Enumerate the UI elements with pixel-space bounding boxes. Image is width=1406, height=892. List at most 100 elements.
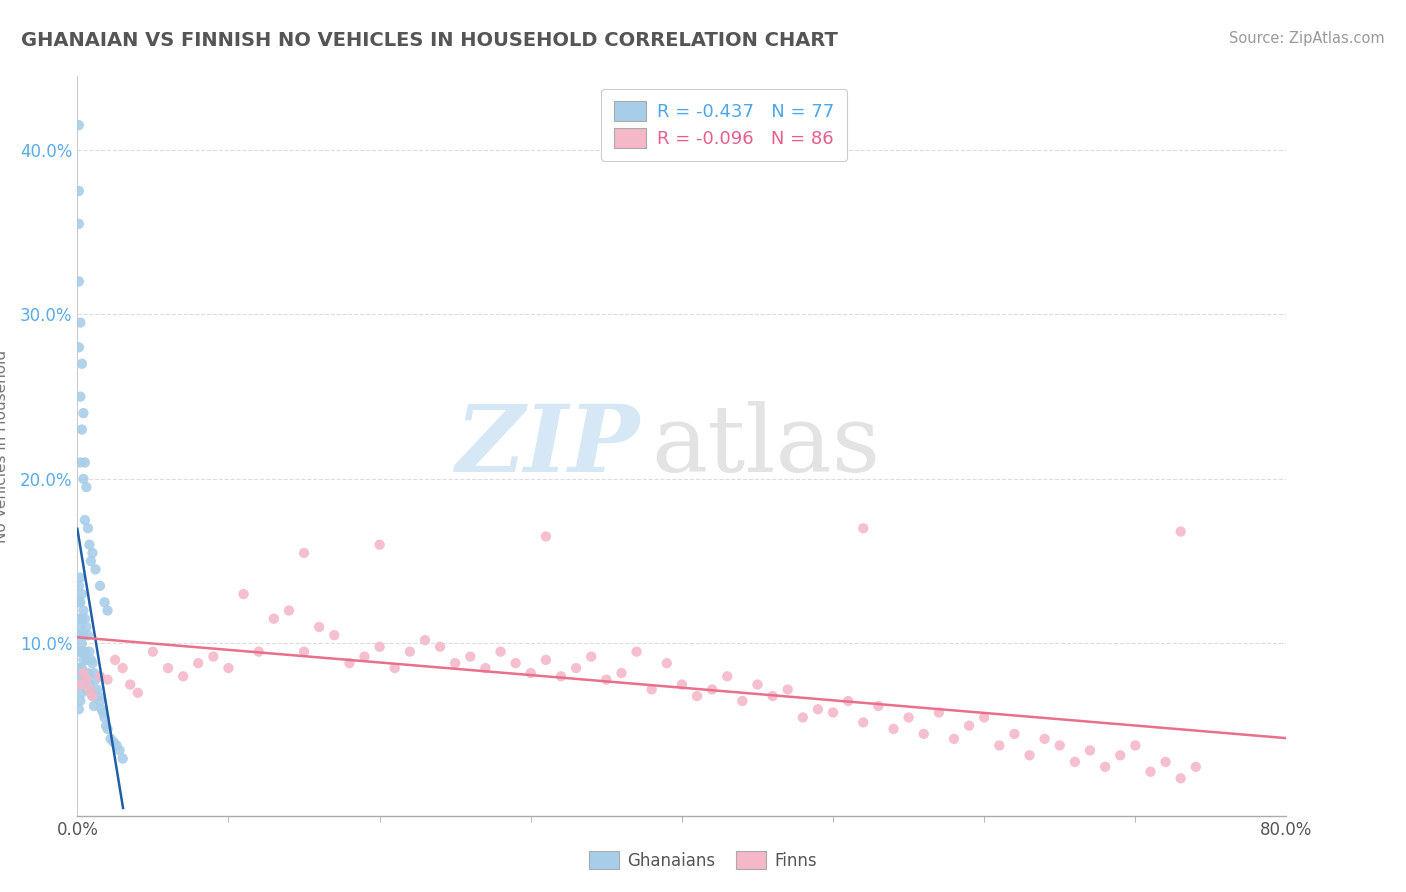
Point xyxy=(1123,739,1146,753)
Point xyxy=(79,645,101,659)
Point xyxy=(127,686,149,700)
Point xyxy=(67,217,90,231)
Point xyxy=(94,719,117,733)
Point xyxy=(1033,731,1056,746)
Point xyxy=(69,677,91,691)
Point xyxy=(671,677,693,691)
Point xyxy=(247,645,270,659)
Point xyxy=(1064,755,1087,769)
Point xyxy=(353,649,375,664)
Point xyxy=(70,357,93,371)
Point xyxy=(111,751,134,765)
Point xyxy=(550,669,572,683)
Point xyxy=(72,666,94,681)
Point xyxy=(75,620,97,634)
Point xyxy=(103,735,125,749)
Point xyxy=(96,603,118,617)
Point xyxy=(82,689,104,703)
Point xyxy=(413,633,436,648)
Point xyxy=(565,661,588,675)
Point xyxy=(77,628,100,642)
Point xyxy=(67,645,90,659)
Point xyxy=(67,661,90,675)
Point xyxy=(202,649,225,664)
Y-axis label: No Vehicles in Household: No Vehicles in Household xyxy=(0,350,8,542)
Point xyxy=(80,554,103,568)
Point xyxy=(67,628,90,642)
Point xyxy=(868,698,890,713)
Point xyxy=(82,656,104,670)
Point xyxy=(73,645,96,659)
Point xyxy=(1094,760,1116,774)
Point xyxy=(399,645,422,659)
Point xyxy=(716,669,738,683)
Point xyxy=(837,694,859,708)
Point xyxy=(67,677,90,691)
Point xyxy=(702,682,724,697)
Text: atlas: atlas xyxy=(652,401,882,491)
Point xyxy=(776,682,799,697)
Point xyxy=(84,562,107,576)
Point xyxy=(821,706,844,720)
Point xyxy=(581,649,603,664)
Point xyxy=(75,673,97,687)
Point xyxy=(1004,727,1026,741)
Text: ZIP: ZIP xyxy=(456,401,640,491)
Point xyxy=(69,620,91,634)
Point xyxy=(429,640,451,654)
Point xyxy=(80,686,103,700)
Point xyxy=(973,710,995,724)
Point xyxy=(444,656,467,670)
Point xyxy=(87,689,110,703)
Point xyxy=(67,275,90,289)
Point xyxy=(69,316,91,330)
Point xyxy=(897,710,920,724)
Point xyxy=(90,702,112,716)
Point xyxy=(534,529,557,543)
Point xyxy=(70,661,93,675)
Point xyxy=(157,661,180,675)
Point xyxy=(89,694,111,708)
Point xyxy=(69,571,91,585)
Point xyxy=(534,653,557,667)
Text: Source: ZipAtlas.com: Source: ZipAtlas.com xyxy=(1229,31,1385,46)
Point xyxy=(988,739,1011,753)
Point xyxy=(108,743,131,757)
Point xyxy=(1049,739,1071,753)
Point xyxy=(79,677,101,691)
Point xyxy=(308,620,330,634)
Point xyxy=(84,673,107,687)
Point xyxy=(73,612,96,626)
Point xyxy=(72,628,94,642)
Point xyxy=(70,636,93,650)
Point xyxy=(105,739,128,753)
Point xyxy=(505,656,527,670)
Point xyxy=(67,340,90,354)
Point xyxy=(91,706,114,720)
Point xyxy=(75,682,97,697)
Point xyxy=(928,706,950,720)
Point xyxy=(1139,764,1161,779)
Point xyxy=(96,673,118,687)
Point xyxy=(641,682,664,697)
Point xyxy=(80,653,103,667)
Point xyxy=(73,455,96,469)
Point xyxy=(69,669,91,683)
Legend: Ghanaians, Finns: Ghanaians, Finns xyxy=(582,845,824,877)
Point xyxy=(323,628,346,642)
Point xyxy=(458,649,481,664)
Point xyxy=(626,645,648,659)
Point xyxy=(73,513,96,527)
Point xyxy=(82,546,104,560)
Point xyxy=(1170,772,1192,786)
Point xyxy=(70,686,93,700)
Point xyxy=(67,118,90,132)
Point xyxy=(1170,524,1192,539)
Point xyxy=(67,184,90,198)
Point xyxy=(852,521,875,535)
Text: GHANAIAN VS FINNISH NO VEHICLES IN HOUSEHOLD CORRELATION CHART: GHANAIAN VS FINNISH NO VEHICLES IN HOUSE… xyxy=(21,31,838,50)
Legend: R = -0.437   N = 77, R = -0.096   N = 86: R = -0.437 N = 77, R = -0.096 N = 86 xyxy=(602,88,848,161)
Point xyxy=(232,587,254,601)
Point xyxy=(70,612,93,626)
Point xyxy=(1078,743,1101,757)
